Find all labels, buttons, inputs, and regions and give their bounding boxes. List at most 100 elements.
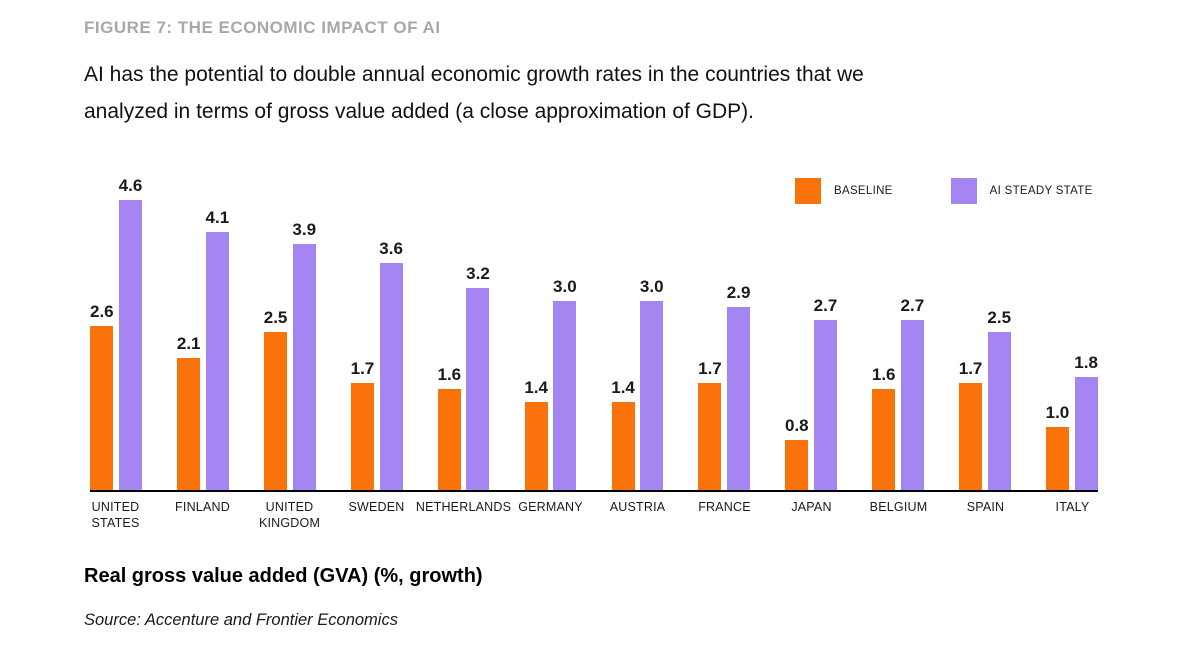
bar-wrap-ai-steady-state: 3.0	[553, 277, 577, 490]
category-label-text: SWEDEN	[348, 500, 405, 514]
bar-group: 1.7 3.6	[351, 239, 403, 490]
bar-value-label: 2.5	[987, 308, 1012, 327]
bar-value-label: 0.8	[785, 416, 809, 435]
bar-wrap-baseline: 1.7	[698, 359, 722, 490]
category-label-text: FRANCE	[698, 500, 751, 514]
bar-ai-steady-state	[640, 301, 664, 490]
bar-baseline	[264, 332, 288, 490]
bar-baseline	[524, 402, 548, 490]
category-label: SWEDEN	[348, 499, 405, 533]
bar-group: 2.5 3.9	[264, 220, 316, 490]
bar-value-label: 1.7	[698, 359, 722, 378]
bar-chart: 2.6 4.6 2.1 4.1 2.5 3.9 1.7 3.6 1.6 3.2 1.4 3.0 1.4 3…	[90, 168, 1098, 533]
bar-value-label: 1.8	[1074, 353, 1098, 372]
category-label-text: UNITED STATES	[91, 500, 140, 530]
category-label-text: JAPAN	[791, 500, 832, 514]
bar-value-label: 3.6	[379, 239, 403, 258]
bar-value-label: 2.6	[90, 302, 114, 321]
category-labels-row: UNITED STATES FINLAND UNITED KINGDOM SWEDEN…	[90, 499, 1098, 533]
bar-group: 1.0 1.8	[1046, 353, 1098, 490]
legend-label-baseline: BASELINE	[834, 185, 893, 197]
bar-baseline	[872, 389, 896, 490]
category-label-text: ITALY	[1055, 500, 1090, 514]
category-label: SPAIN	[960, 499, 1011, 533]
bar-value-label: 4.6	[118, 176, 143, 195]
legend-item-baseline: BASELINE	[795, 178, 893, 204]
bar-wrap-ai-steady-state: 3.9	[292, 220, 316, 490]
bar-baseline	[350, 383, 374, 490]
category-label: FINLAND	[175, 499, 230, 533]
bar-baseline	[177, 358, 201, 490]
bar-ai-steady-state	[553, 301, 577, 490]
bar-baseline	[611, 402, 635, 490]
bar-value-label: 2.9	[726, 283, 751, 302]
bar-value-label: 3.2	[466, 264, 490, 283]
bar-group: 1.4 3.0	[524, 277, 577, 490]
bar-value-label: 1.7	[958, 359, 983, 378]
bar-value-label: 1.6	[437, 365, 462, 384]
bar-value-label: 3.0	[553, 277, 577, 296]
category-label-text: FINLAND	[175, 500, 230, 514]
figure-description: AI has the potential to double annual ec…	[84, 56, 864, 130]
bar-group: 1.7 2.9	[698, 283, 750, 490]
bar-wrap-ai-steady-state: 4.6	[118, 176, 143, 490]
bar-wrap-baseline: 1.7	[958, 359, 983, 490]
source-attribution: Source: Accenture and Frontier Economics	[84, 611, 398, 629]
bar-wrap-baseline: 1.7	[350, 359, 375, 490]
bar-group: 0.8 2.7	[785, 296, 837, 490]
bar-wrap-baseline: 2.6	[90, 302, 114, 490]
category-label-text: AUSTRIA	[609, 500, 666, 514]
legend-swatch-baseline	[795, 178, 821, 204]
bar-value-label: 2.7	[813, 296, 838, 315]
legend-swatch-ai-steady-state	[950, 178, 977, 204]
bar-wrap-ai-steady-state: 3.6	[379, 239, 403, 490]
bar-value-label: 1.6	[871, 365, 896, 384]
category-label: ITALY	[1047, 499, 1098, 533]
category-label-text: SPAIN	[966, 500, 1005, 514]
bars-row: 2.6 4.6 2.1 4.1 2.5 3.9 1.7 3.6 1.6 3.2 1.4 3.0 1.4 3…	[90, 168, 1098, 492]
bar-wrap-baseline: 2.5	[263, 308, 288, 490]
bar-group: 1.6 2.7	[872, 296, 924, 490]
bar-wrap-ai-steady-state: 3.2	[466, 264, 490, 490]
bar-baseline	[959, 383, 983, 490]
bar-wrap-ai-steady-state: 4.1	[205, 208, 230, 490]
bar-group: 1.6 3.2	[438, 264, 490, 490]
category-label: NETHERLANDS	[416, 499, 511, 533]
bar-group: 1.4 3.0	[611, 277, 664, 490]
bar-wrap-baseline: 1.6	[872, 365, 896, 490]
bar-ai-steady-state	[292, 244, 316, 490]
bar-ai-steady-state	[205, 232, 229, 490]
category-label-text: NETHERLANDS	[415, 500, 512, 514]
bar-wrap-baseline: 1.4	[524, 378, 548, 490]
category-label-text: UNITED KINGDOM	[258, 500, 321, 530]
bar-value-label: 2.5	[263, 308, 288, 327]
category-label: UNITED STATES	[90, 499, 141, 533]
category-label-text: BELGIUM	[869, 500, 928, 514]
category-label: FRANCE	[698, 499, 751, 533]
bar-value-label: 1.7	[350, 359, 375, 378]
legend-item-ai-steady-state: AI STEADY STATE	[950, 178, 1093, 204]
bar-wrap-baseline: 0.8	[785, 416, 809, 490]
category-label: AUSTRIA	[609, 499, 666, 533]
bar-value-label: 3.9	[292, 220, 317, 239]
bar-ai-steady-state	[1074, 377, 1098, 490]
bar-wrap-ai-steady-state: 2.9	[726, 283, 751, 490]
figure-description-line1: AI has the potential to double annual ec…	[84, 63, 864, 86]
legend: BASELINE AI STEADY STATE	[795, 178, 1093, 204]
bar-wrap-baseline: 1.0	[1046, 403, 1069, 490]
chart-axis-caption: Real gross value added (GVA) (%, growth)	[84, 565, 483, 587]
category-label-text: GERMANY	[518, 500, 583, 514]
bar-baseline	[90, 326, 114, 490]
bar-value-label: 1.4	[611, 378, 635, 397]
bar-value-label: 4.1	[205, 208, 230, 227]
bar-group: 2.1 4.1	[177, 208, 229, 490]
bar-baseline	[437, 389, 461, 490]
bar-ai-steady-state	[379, 263, 403, 490]
bar-wrap-baseline: 1.6	[437, 365, 462, 490]
bar-wrap-ai-steady-state: 2.5	[987, 308, 1011, 490]
bar-wrap-baseline: 1.4	[611, 378, 635, 490]
bar-wrap-ai-steady-state: 3.0	[640, 277, 664, 490]
bar-ai-steady-state	[118, 200, 142, 490]
category-label: GERMANY	[518, 499, 582, 533]
bar-value-label: 2.1	[176, 334, 201, 353]
